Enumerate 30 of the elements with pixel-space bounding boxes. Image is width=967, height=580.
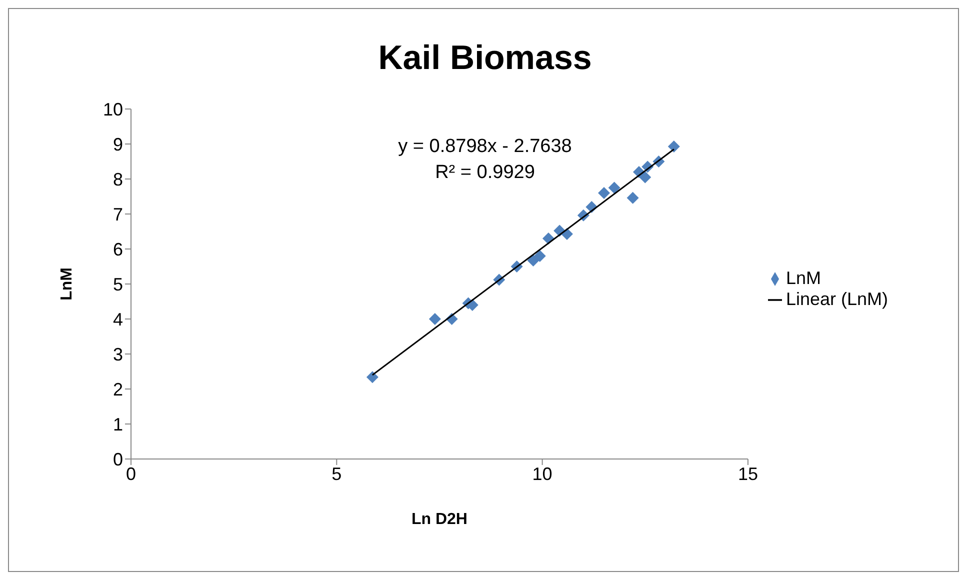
x-tick-label: 15 — [738, 464, 758, 484]
point — [668, 140, 680, 152]
y-tick-label: 3 — [112, 344, 123, 364]
annotation: R² = 0.9929 — [435, 162, 535, 183]
point — [428, 313, 441, 325]
legend-label: LnM — [786, 268, 821, 288]
y-tick-label: 5 — [112, 274, 123, 294]
annotation: y = 0.8798x - 2.7638 — [398, 136, 572, 157]
x-tick-label: 5 — [332, 464, 342, 484]
point — [534, 250, 546, 262]
y-tick-label: 9 — [112, 134, 123, 154]
point — [639, 171, 652, 184]
chart-title: Kail Biomass — [377, 39, 593, 78]
point — [598, 187, 610, 199]
point — [366, 371, 378, 384]
x-axis-title: Ln D2H — [411, 511, 468, 528]
y-tick-label: 2 — [112, 379, 123, 400]
point — [608, 182, 620, 194]
y-tick-label: 0 — [112, 449, 123, 470]
y-tick-label: 6 — [112, 239, 123, 260]
y-tick-label: 1 — [112, 414, 123, 434]
y-axis-title: LnM — [58, 268, 76, 300]
x-tick-label: 0 — [126, 464, 136, 484]
y-tick-label: 8 — [112, 169, 123, 190]
point — [626, 192, 639, 204]
y-tick-label: 10 — [102, 99, 123, 120]
y-tick-label: 7 — [112, 204, 123, 224]
y-tick-label: 4 — [112, 309, 123, 330]
legend-label: Linear (LnM) — [786, 289, 888, 309]
x-tick-label: 10 — [532, 464, 552, 484]
